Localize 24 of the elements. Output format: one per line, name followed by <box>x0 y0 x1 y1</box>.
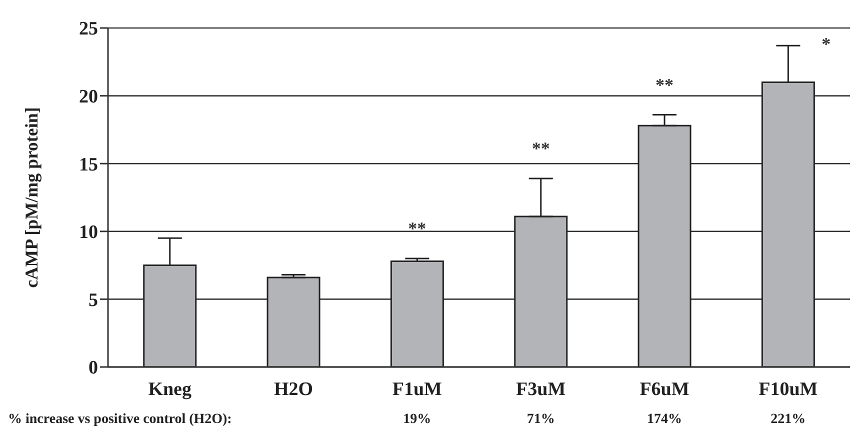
text: 174% <box>647 412 682 427</box>
y-tick-label: 0 <box>88 358 98 379</box>
bar <box>390 260 444 367</box>
text: 19% <box>403 412 432 427</box>
annotation: * <box>822 34 831 54</box>
y-tick-label: 25 <box>79 18 98 40</box>
x-tick-label: H2O <box>274 379 314 400</box>
x-tick-label: F1uM <box>392 379 442 400</box>
y-tick-label: 5 <box>88 290 98 311</box>
x-tick-label: F10uM <box>758 379 818 400</box>
text: 71% <box>526 412 555 427</box>
x-tick-label: F3uM <box>516 379 566 400</box>
y-tick-label: 10 <box>79 222 98 244</box>
text: 221% <box>770 412 806 427</box>
bar <box>266 276 320 367</box>
y-axis-title: cAMP [pM/mg protein] <box>21 107 42 288</box>
y-tick-label: 15 <box>79 154 98 176</box>
y-tick-label: 20 <box>79 86 98 108</box>
annotation: ** <box>408 218 426 239</box>
annotation: ** <box>656 74 674 95</box>
x-tick-label: Kneg <box>148 379 192 400</box>
x-tick-label: F6uM <box>640 379 690 400</box>
text: % increase vs positive control (H2O): <box>8 412 232 427</box>
annotation: ** <box>532 138 550 159</box>
